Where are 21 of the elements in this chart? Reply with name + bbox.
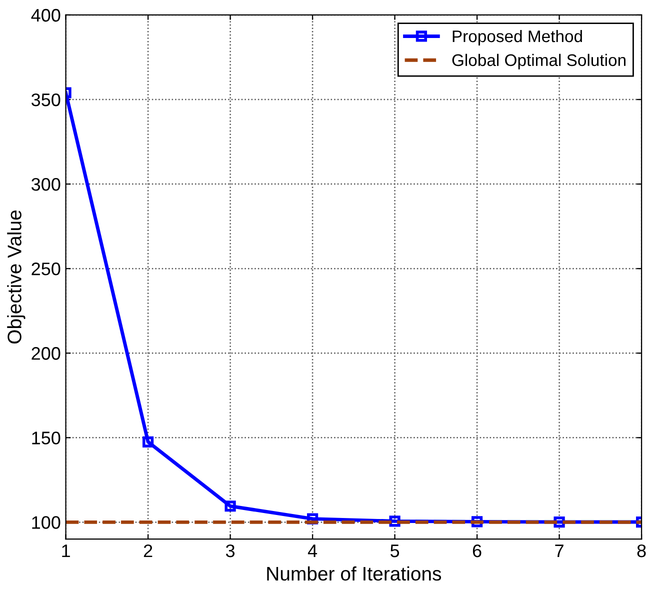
x-tick-label: 4 [308,544,318,558]
y-tick-label: 100 [32,516,60,529]
y-tick-label: 350 [32,93,60,106]
y-tick-label: 300 [32,178,60,191]
legend-label: Global Optimal Solution [452,54,626,70]
point [142,436,154,448]
x-tick-label: 2 [144,544,152,558]
y-tick-label: 250 [32,262,60,276]
x-tick-label: 6 [472,544,482,558]
x-tick-label: 1 [62,544,70,558]
y-tick-label: 150 [32,432,60,444]
x-tick-label: 8 [637,544,646,558]
x-axis-title: Number of Iterations [267,566,442,581]
y-tick-label: 400 [31,8,60,22]
y-axis-title: Objective Value [7,210,26,344]
point [224,500,236,512]
x-tick-label: 5 [390,544,400,558]
y-tick-label: 200 [32,347,60,360]
legend-label: Proposed Method [452,30,582,46]
x-tick-label: 7 [555,544,564,558]
x-tick-label: 3 [226,544,235,558]
